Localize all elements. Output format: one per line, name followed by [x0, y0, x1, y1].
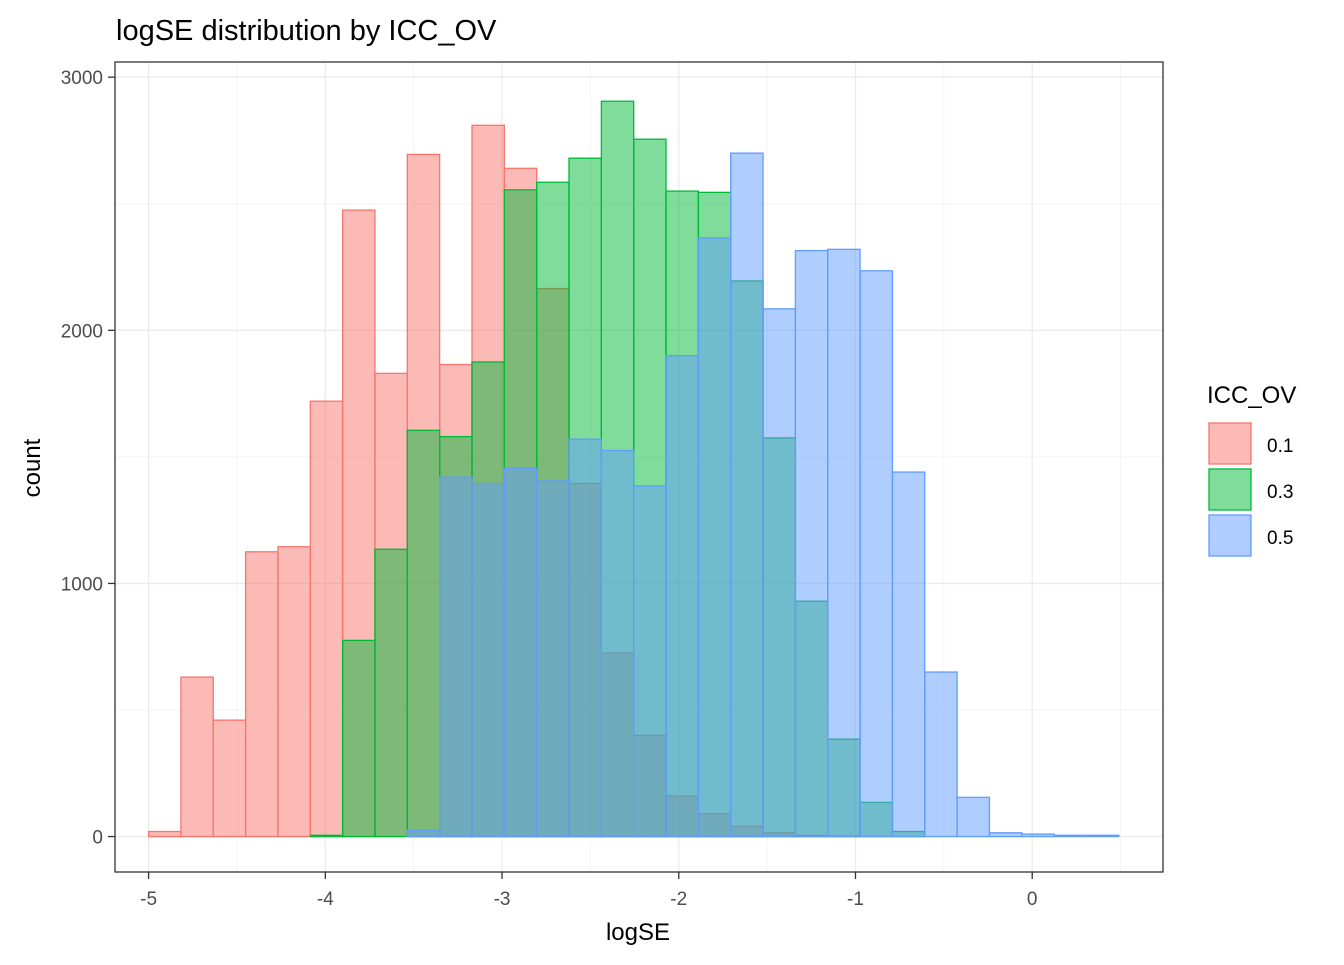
histogram-bar — [1053, 834, 1088, 838]
legend-label-0.1: 0.1 — [1267, 436, 1293, 457]
histogram-bar — [309, 400, 344, 838]
x-tick-label: -3 — [494, 889, 511, 910]
histogram-bar — [536, 480, 570, 838]
y-axis: 0 1000 2000 3000 — [61, 68, 115, 849]
histogram-bars — [147, 100, 1120, 838]
x-axis: -5 -4 -3 -2 -1 0 — [140, 872, 1038, 910]
legend-label-0.3: 0.3 — [1267, 482, 1293, 503]
x-tick-label: 0 — [1027, 889, 1038, 910]
histogram-bar — [1085, 834, 1120, 838]
histogram-bar — [471, 482, 505, 838]
legend-items: 0.1 0.3 0.5 — [1208, 422, 1293, 557]
histogram-bar — [794, 249, 829, 838]
x-tick-label: -5 — [140, 889, 157, 910]
histogram-bar — [406, 829, 441, 838]
x-tick-label: -2 — [670, 889, 687, 910]
histogram-bar — [762, 308, 797, 838]
histogram-bar — [697, 237, 732, 838]
histogram-bar — [1021, 833, 1055, 838]
bar-series-0.5 — [406, 152, 1120, 838]
y-axis-title: count — [19, 438, 46, 497]
histogram-bar — [406, 429, 441, 838]
histogram-bar — [244, 551, 279, 838]
histogram-bar — [309, 834, 344, 838]
histogram-bar — [988, 832, 1023, 838]
legend-label-0.5: 0.5 — [1267, 528, 1293, 549]
legend: ICC_OV 0.1 0.3 0.5 — [1207, 382, 1296, 557]
histogram-bar — [859, 270, 894, 838]
x-axis-title: logSE — [606, 919, 670, 946]
histogram-bar — [956, 796, 991, 838]
histogram-bar — [827, 248, 861, 838]
histogram-bar — [891, 471, 926, 838]
histogram-bar — [147, 830, 182, 838]
histogram-bar — [180, 676, 214, 838]
legend-key-0.3 — [1208, 468, 1252, 511]
plot-panel-border — [114, 61, 1164, 873]
y-tick-label: 3000 — [61, 68, 103, 89]
histogram-bar — [568, 438, 603, 838]
chart-title: logSE distribution by ICC_OV — [116, 15, 497, 47]
histogram-bar — [633, 485, 667, 838]
histogram-bar — [277, 546, 311, 838]
histogram-bar — [374, 548, 408, 838]
histogram-bar — [600, 449, 635, 838]
y-tick-label: 0 — [92, 828, 103, 849]
histogram-bar — [439, 476, 473, 838]
y-tick-label: 1000 — [61, 574, 103, 595]
histogram-bar — [665, 354, 700, 838]
histogram-bar — [924, 671, 958, 838]
histogram-bar — [503, 467, 538, 838]
x-tick-label: -4 — [317, 889, 334, 910]
y-tick-label: 2000 — [61, 321, 103, 342]
legend-key-0.1 — [1208, 422, 1252, 465]
histogram-bar — [212, 719, 247, 838]
legend-key-0.5 — [1208, 514, 1252, 557]
histogram-bar — [730, 152, 764, 838]
x-tick-label: -1 — [847, 889, 864, 910]
histogram-bar — [341, 639, 376, 838]
legend-title: ICC_OV — [1207, 382, 1296, 409]
